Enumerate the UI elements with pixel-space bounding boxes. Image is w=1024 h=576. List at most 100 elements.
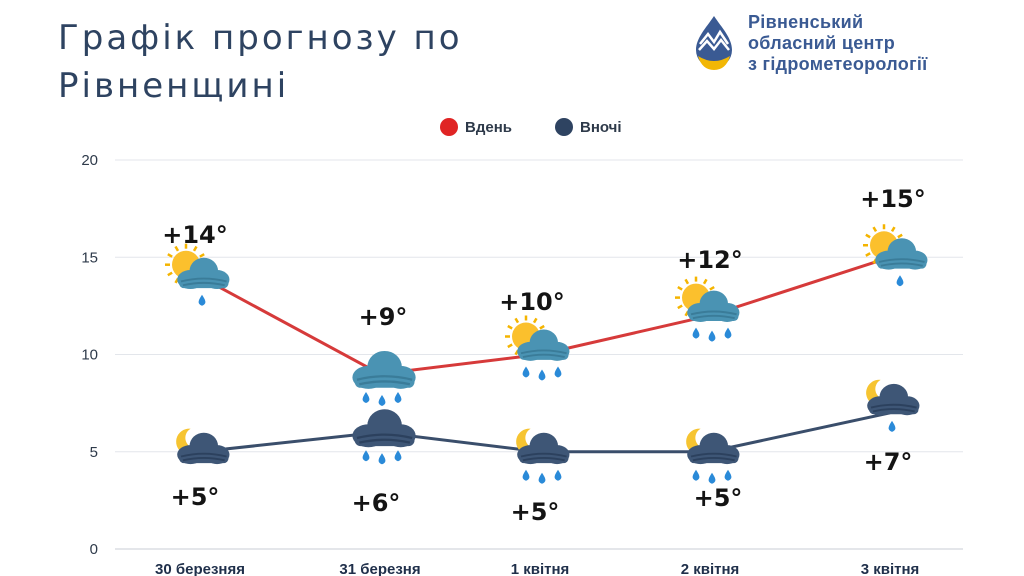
sun-ray xyxy=(539,324,545,330)
x-tick-label: 1 квітня xyxy=(511,561,570,576)
rain-drop xyxy=(554,469,562,481)
cloud-stripe xyxy=(522,456,565,462)
data-label: +15° xyxy=(860,185,926,213)
data-label: +10° xyxy=(499,288,565,316)
cloud-stripe xyxy=(690,452,737,458)
rain-drop xyxy=(896,275,904,287)
page-title: Графік прогнозу по Рівненщині xyxy=(58,14,463,110)
rain-drop xyxy=(692,327,700,339)
rain-drop xyxy=(538,369,546,381)
rain-drop xyxy=(538,472,546,484)
org-block: Рівненський обласний центр з гідрометеор… xyxy=(690,12,928,75)
x-tick-label: 30 березняя xyxy=(155,561,245,576)
data-label: +5° xyxy=(171,483,220,511)
cloud-stripe xyxy=(690,310,737,316)
cloud-heavy-rain-icon xyxy=(352,409,416,465)
y-tick-label: 20 xyxy=(81,152,98,169)
y-tick-label: 10 xyxy=(81,347,98,364)
cloud-stripe xyxy=(182,281,225,287)
cloud-stripe xyxy=(692,456,735,462)
cloud-stripe xyxy=(182,456,225,462)
sun-ray xyxy=(507,343,513,349)
sun-ray xyxy=(174,245,180,252)
org-name-line-1: Рівненський xyxy=(748,12,864,32)
data-label: +12° xyxy=(677,246,743,274)
legend-marker xyxy=(555,118,573,136)
data-label: +6° xyxy=(352,489,401,517)
data-label: +7° xyxy=(864,448,913,476)
rain-drop xyxy=(378,394,386,406)
sun-cloud-heavy-rain-icon xyxy=(675,276,740,342)
moon-cloud-icon xyxy=(176,428,230,465)
cloud-stripe xyxy=(359,380,411,386)
moon-cloud-heavy-rain-icon xyxy=(686,428,740,484)
rain-drop xyxy=(394,450,402,462)
sun-ray xyxy=(897,233,903,239)
cloud-stripe xyxy=(692,314,735,320)
moon-cloud-heavy-rain-icon xyxy=(516,428,570,484)
cloud-stripe xyxy=(356,375,413,381)
sun-ray xyxy=(167,253,173,258)
sun-ray xyxy=(865,233,871,239)
rain-drop xyxy=(724,469,732,481)
x-tick-label: 3 квітня xyxy=(861,561,920,576)
sun-ray xyxy=(709,286,715,291)
rain-drop xyxy=(888,420,896,432)
legend-marker xyxy=(440,118,458,136)
y-tick-label: 15 xyxy=(81,249,98,266)
title-line-1: Графік прогнозу по xyxy=(58,18,463,58)
rain-drop xyxy=(394,391,402,403)
cloud-stripe xyxy=(880,262,923,267)
cloud-stripe xyxy=(359,438,411,444)
sun-ray xyxy=(514,317,520,324)
sun-ray xyxy=(192,245,198,252)
cloud-stripe xyxy=(520,452,567,458)
cloud-stripe xyxy=(870,403,917,409)
sun-ray xyxy=(167,271,173,277)
sun-ray xyxy=(865,252,871,257)
sun-cloud-rain-icon xyxy=(165,243,230,306)
legend-label: Вночі xyxy=(580,119,622,136)
sun-cloud-heavy-rain-icon xyxy=(505,315,570,381)
rain-drop xyxy=(522,469,530,481)
data-label: +9° xyxy=(359,303,408,331)
rain-drop xyxy=(708,330,716,342)
data-label: +14° xyxy=(162,221,228,249)
rain-drop xyxy=(362,450,370,462)
rain-drop xyxy=(198,294,206,306)
sun-ray xyxy=(677,304,683,310)
sun-ray xyxy=(677,286,683,291)
x-tick-label: 2 квітня xyxy=(681,561,740,576)
rain-drop xyxy=(362,391,370,403)
sun-ray xyxy=(872,226,878,233)
rain-drop xyxy=(378,453,386,465)
cloud-stripe xyxy=(520,349,567,355)
y-tick-label: 5 xyxy=(90,444,98,461)
cloud-stripe xyxy=(878,258,925,263)
cloud-stripe xyxy=(522,353,565,358)
cloud-stripe xyxy=(180,452,227,458)
y-tick-label: 0 xyxy=(90,541,98,558)
cloud-heavy-rain-icon xyxy=(352,350,416,406)
rain-drop xyxy=(708,472,716,484)
data-label: +5° xyxy=(511,498,560,526)
rain-drop xyxy=(554,366,562,378)
legend-label: Вдень xyxy=(465,119,512,136)
sun-ray xyxy=(890,226,896,233)
rain-drop xyxy=(724,327,732,339)
rain-drop xyxy=(522,366,530,378)
org-name-line-3: з гідрометеорології xyxy=(748,54,928,74)
sun-cloud-rain-icon xyxy=(863,224,928,287)
org-name: Рівненський обласний центр з гідрометеор… xyxy=(748,12,928,75)
cloud-stripe xyxy=(180,277,227,283)
sun-ray xyxy=(684,278,690,285)
title-line-2: Рівненщині xyxy=(58,66,290,106)
sun-ray xyxy=(507,324,513,330)
org-name-line-2: обласний центр xyxy=(748,33,896,53)
sun-ray xyxy=(702,278,708,285)
data-label: +5° xyxy=(694,484,743,512)
sun-ray xyxy=(199,253,205,258)
sun-ray xyxy=(532,317,538,324)
drop-mountains-logo-icon xyxy=(696,15,732,70)
